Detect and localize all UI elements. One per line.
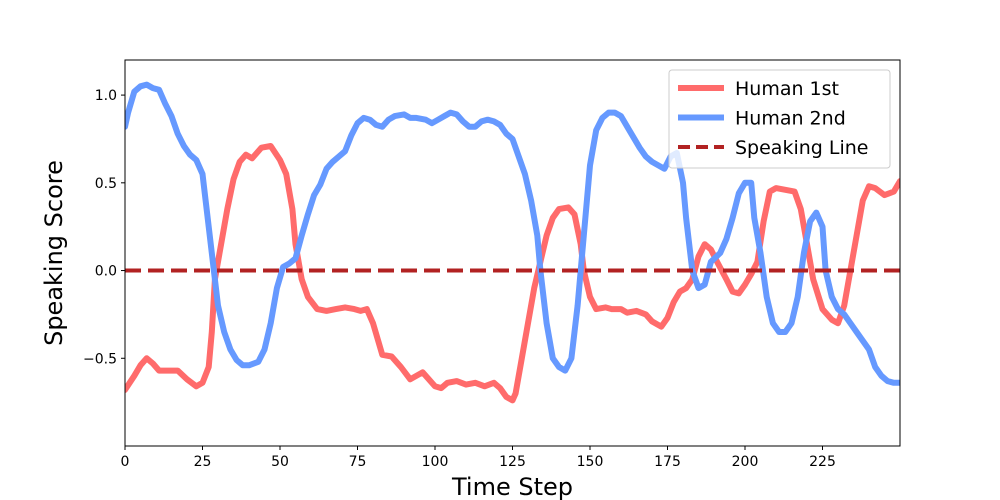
y-tick-label: −0.5 [83,351,117,367]
legend-box [668,69,891,169]
x-tick-label: 75 [349,454,367,470]
y-tick-label: 0.5 [95,176,117,192]
y-axis-title: Speaking Score [40,160,68,346]
x-tick-label: 200 [732,454,759,470]
x-axis-title: Time Step [451,473,573,500]
series-line-human-2nd [125,81,900,386]
series-line-human-1st [125,143,900,404]
x-tick-label: 225 [809,454,836,470]
series-lines-layer [125,81,900,404]
legend-label-human-2nd: Human 2nd [735,108,846,130]
x-tick-label: 175 [654,454,681,470]
y-tick-label: 1.0 [95,88,117,104]
x-tick-label: 0 [121,454,130,470]
legend-label-speaking-line: Speaking Line [735,137,868,159]
x-tick-label: 125 [499,454,526,470]
x-tick-label: 50 [271,454,289,470]
y-tick-label: 0.0 [95,264,117,280]
legend-label-human-1st: Human 1st [735,78,839,100]
x-tick-label: 25 [194,454,212,470]
legend: Human 1st Human 2nd Speaking Line [668,69,891,169]
ticks-layer: 0 25 50 75 100 125 150 175 200 225 −0.5 0.0 0.5 1.0 [83,88,836,470]
x-tick-label: 100 [422,454,449,470]
x-tick-label: 150 [577,454,604,470]
